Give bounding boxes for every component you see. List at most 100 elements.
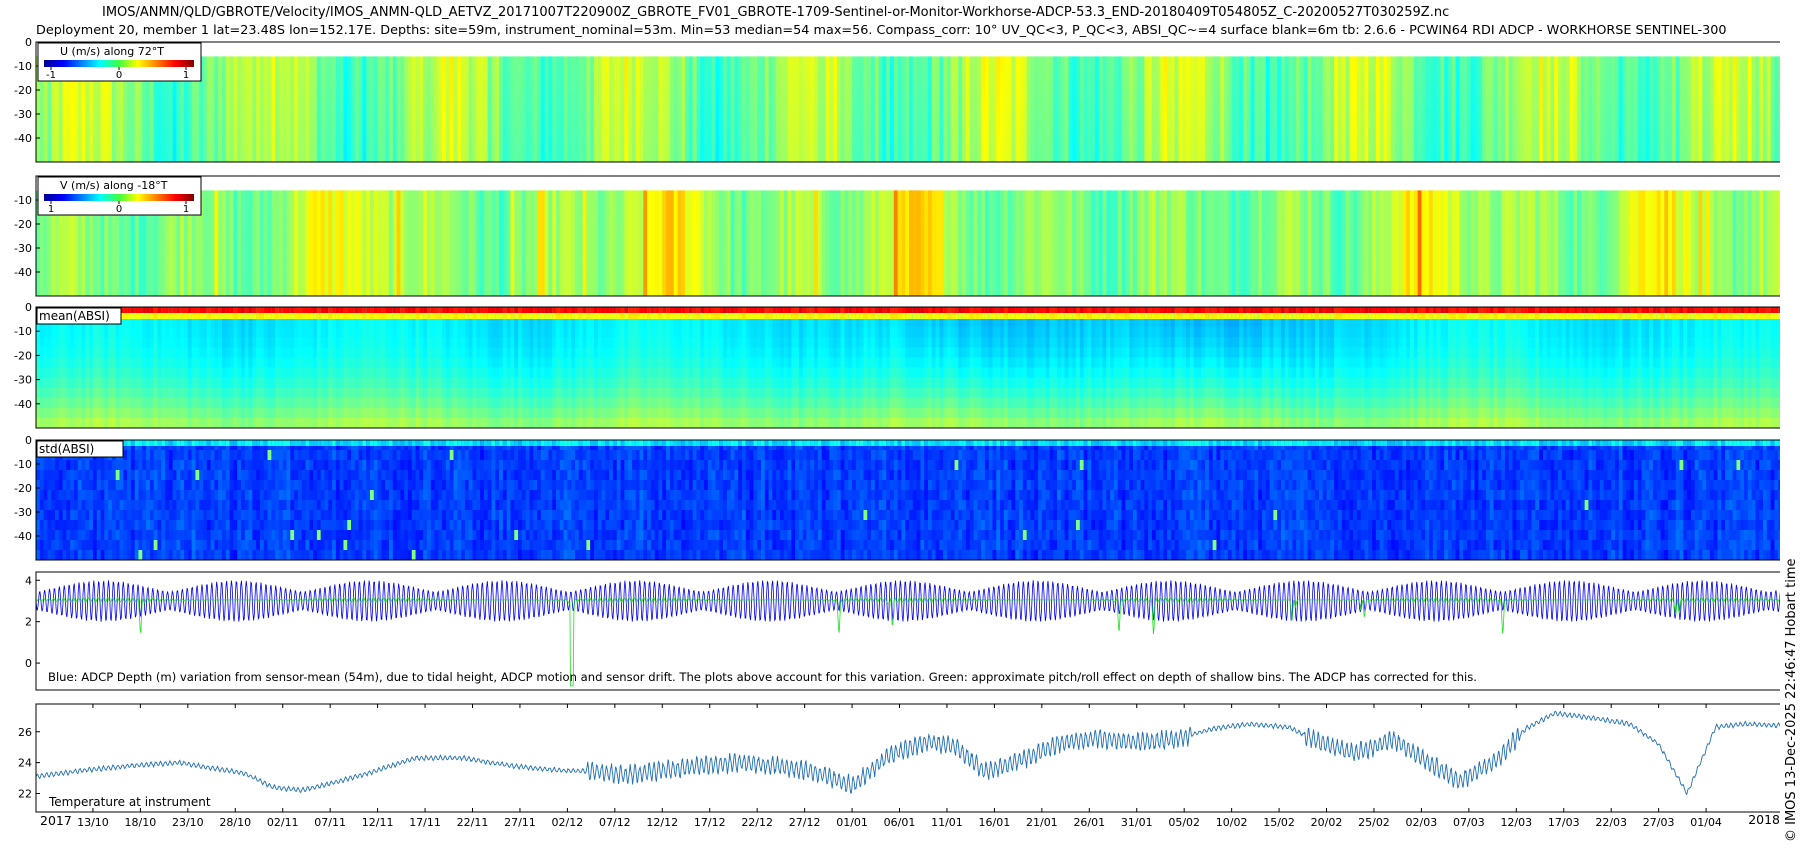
heat-cell bbox=[1216, 74, 1221, 84]
heat-cell bbox=[650, 109, 656, 119]
heat-cell bbox=[647, 126, 652, 137]
heat-cell bbox=[836, 82, 842, 93]
heat-cell bbox=[1330, 100, 1335, 110]
heat-cell bbox=[650, 126, 656, 137]
heat-cell bbox=[571, 91, 576, 101]
heat-cell bbox=[1174, 100, 1179, 110]
heat-cell bbox=[537, 100, 542, 110]
heat-cell bbox=[1459, 82, 1464, 93]
heat-cell bbox=[1151, 126, 1157, 137]
heat-cell bbox=[1421, 153, 1426, 163]
heat-cell bbox=[199, 100, 204, 110]
heat-cell bbox=[1022, 109, 1028, 119]
heat-cell bbox=[1041, 91, 1047, 101]
heat-cell bbox=[373, 118, 379, 128]
heat-cell bbox=[540, 109, 546, 119]
heat-cell bbox=[244, 56, 250, 66]
heat-cell bbox=[662, 91, 667, 101]
heat-cell bbox=[1554, 56, 1559, 66]
heat-cell bbox=[1227, 82, 1233, 93]
heat-cell bbox=[377, 82, 382, 93]
heat-cell bbox=[134, 144, 139, 154]
heat-cell bbox=[453, 118, 458, 128]
heat-cell bbox=[909, 56, 914, 66]
heat-cell bbox=[426, 100, 432, 110]
heat-cell bbox=[1584, 82, 1589, 93]
heat-cell bbox=[1106, 74, 1111, 84]
heat-cell bbox=[1588, 65, 1593, 75]
heat-cell bbox=[685, 144, 690, 154]
heat-cell bbox=[624, 126, 629, 137]
heat-cell bbox=[1470, 118, 1476, 128]
heat-cell bbox=[1243, 118, 1248, 128]
heat-cell bbox=[878, 91, 883, 101]
heat-cell bbox=[1360, 100, 1365, 110]
heat-cell bbox=[1030, 65, 1035, 75]
heat-cell bbox=[1330, 144, 1335, 154]
heat-cell bbox=[1558, 56, 1563, 66]
heat-cell bbox=[225, 109, 231, 119]
heat-cell bbox=[1527, 74, 1532, 84]
heat-cell bbox=[229, 91, 234, 101]
heat-cell bbox=[525, 56, 530, 66]
heat-cell bbox=[537, 135, 542, 145]
heat-cell bbox=[836, 91, 842, 101]
heat-cell bbox=[1535, 56, 1540, 66]
heat-cell bbox=[1163, 100, 1168, 110]
heat-cell bbox=[373, 153, 379, 163]
heat-cell bbox=[191, 126, 196, 137]
heat-cell bbox=[548, 144, 553, 154]
heat-cell bbox=[1212, 144, 1217, 154]
heat-cell bbox=[1022, 74, 1028, 84]
heat-cell bbox=[324, 100, 329, 110]
heat-cell bbox=[1038, 100, 1043, 110]
heat-cell bbox=[347, 153, 352, 163]
heat-cell bbox=[726, 82, 732, 93]
heat-cell bbox=[502, 82, 508, 93]
heat-cell bbox=[1337, 144, 1343, 154]
heat-cell bbox=[1243, 109, 1248, 119]
heat-cell bbox=[1197, 118, 1202, 128]
heat-cell bbox=[407, 65, 413, 75]
heat-cell bbox=[1057, 144, 1062, 154]
heat-cell bbox=[730, 100, 735, 110]
heat-cell bbox=[1273, 100, 1278, 110]
heat-cell bbox=[1231, 153, 1236, 163]
heat-cell bbox=[1243, 65, 1248, 75]
heat-cell bbox=[1087, 74, 1092, 84]
heat-cell bbox=[1284, 153, 1290, 163]
heat-cell bbox=[1550, 109, 1555, 119]
heat-cell bbox=[529, 56, 534, 66]
heat-cell bbox=[1497, 82, 1502, 93]
heat-cell bbox=[354, 109, 360, 119]
heat-cell bbox=[1296, 153, 1301, 163]
heat-cell bbox=[943, 100, 948, 110]
heat-cell bbox=[1478, 91, 1483, 101]
heat-cell bbox=[199, 135, 204, 145]
heat-cell bbox=[874, 56, 880, 66]
heat-cell bbox=[389, 126, 394, 137]
heat-cell bbox=[328, 144, 333, 154]
heat-cell bbox=[70, 100, 75, 110]
heat-cell bbox=[1527, 82, 1532, 93]
heat-cell bbox=[533, 82, 538, 93]
heat-cell bbox=[669, 100, 675, 110]
heat-cell bbox=[499, 153, 504, 163]
heat-cell bbox=[392, 135, 398, 145]
heat-cell bbox=[639, 74, 644, 84]
heat-cell bbox=[1091, 153, 1096, 163]
heat-cell bbox=[920, 91, 925, 101]
heat-cell bbox=[836, 65, 842, 75]
heat-cell bbox=[1262, 74, 1267, 84]
heat-cell bbox=[297, 135, 303, 145]
heat-cell bbox=[988, 74, 994, 84]
heat-cell bbox=[149, 82, 155, 93]
heat-cell bbox=[58, 100, 64, 110]
heat-cell bbox=[1482, 126, 1487, 137]
heat-cell bbox=[73, 82, 79, 93]
heat-cell bbox=[1349, 56, 1354, 66]
heat-cell bbox=[666, 82, 671, 93]
heat-cell bbox=[958, 91, 963, 101]
heat-cell bbox=[1387, 109, 1392, 119]
heat-cell bbox=[1117, 118, 1123, 128]
